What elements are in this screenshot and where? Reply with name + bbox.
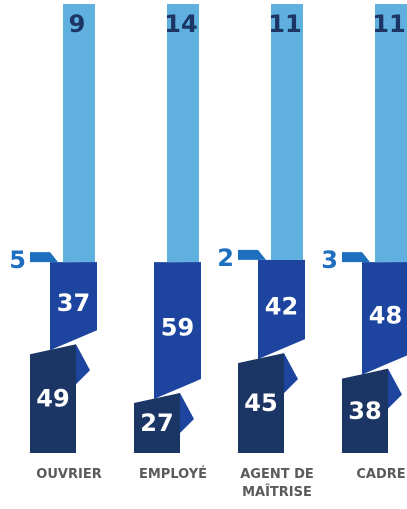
fold-segment — [30, 252, 58, 263]
base-fold-shadow — [388, 368, 402, 409]
category-label: OUVRIER — [36, 467, 101, 482]
middle-segment — [362, 262, 407, 375]
value-label: 11 — [268, 10, 301, 38]
value-label: 2 — [217, 244, 234, 272]
value-label: 49 — [36, 385, 69, 413]
value-label: 9 — [69, 10, 86, 38]
fold-edge — [285, 259, 305, 278]
category-label: CADRE — [356, 467, 405, 482]
fold-edge — [77, 262, 97, 281]
base-segment — [30, 344, 76, 453]
category-label: MAÎTRISE — [242, 484, 312, 500]
category-label: EMPLOYÉ — [139, 466, 207, 482]
middle-segment — [50, 262, 97, 351]
value-label: 38 — [348, 397, 381, 425]
base-fold-shadow — [76, 344, 90, 385]
fold-segment — [342, 252, 370, 263]
value-label: 37 — [57, 289, 90, 317]
top-cap-segment — [375, 4, 407, 263]
value-label: 42 — [265, 292, 298, 320]
value-label: 59 — [161, 314, 194, 342]
value-label: 14 — [164, 10, 197, 38]
value-label: 27 — [140, 409, 173, 437]
value-label: 45 — [244, 389, 277, 417]
value-label: 48 — [369, 301, 402, 329]
base-segment — [134, 393, 180, 453]
middle-segment — [154, 262, 201, 400]
top-cap-segment — [63, 4, 95, 263]
base-segment — [238, 353, 284, 453]
middle-segment — [258, 259, 305, 360]
base-fold-shadow — [284, 353, 298, 394]
base-segment — [342, 368, 388, 453]
category-label: AGENT DE — [240, 467, 314, 482]
value-label: 3 — [321, 246, 338, 274]
fold-segment — [238, 249, 266, 260]
fold-edge — [389, 262, 407, 279]
fold-edge — [179, 262, 201, 285]
value-label: 11 — [372, 10, 405, 38]
top-cap-segment — [271, 4, 303, 260]
top-cap-segment — [167, 4, 199, 263]
value-label: 5 — [9, 246, 26, 274]
base-fold-shadow — [180, 393, 194, 434]
